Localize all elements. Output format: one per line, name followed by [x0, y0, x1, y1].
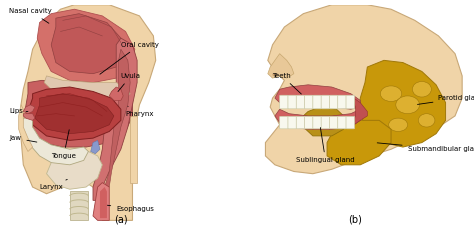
FancyBboxPatch shape: [313, 116, 321, 129]
Polygon shape: [360, 60, 446, 147]
Polygon shape: [46, 149, 102, 189]
Ellipse shape: [380, 86, 402, 102]
Polygon shape: [23, 105, 35, 114]
Text: Sublingual gland: Sublingual gland: [296, 128, 355, 163]
Text: Teeth: Teeth: [273, 73, 301, 94]
Text: Oral cavity: Oral cavity: [100, 42, 159, 74]
Text: Tongue: Tongue: [51, 130, 76, 159]
Ellipse shape: [272, 73, 278, 76]
Ellipse shape: [418, 114, 435, 127]
Polygon shape: [275, 85, 360, 109]
Polygon shape: [303, 107, 346, 136]
Polygon shape: [130, 116, 137, 183]
FancyBboxPatch shape: [321, 95, 330, 109]
Polygon shape: [37, 9, 135, 83]
FancyBboxPatch shape: [313, 95, 321, 109]
Polygon shape: [44, 76, 130, 98]
Ellipse shape: [389, 118, 408, 131]
Text: (b): (b): [348, 215, 363, 225]
Text: Larynx: Larynx: [39, 179, 67, 190]
Text: Parotid gland: Parotid gland: [418, 95, 474, 104]
FancyBboxPatch shape: [296, 95, 305, 109]
Polygon shape: [21, 116, 88, 165]
Polygon shape: [351, 96, 367, 127]
Ellipse shape: [412, 81, 431, 97]
Polygon shape: [93, 183, 109, 220]
Polygon shape: [26, 80, 132, 147]
FancyBboxPatch shape: [329, 116, 338, 129]
Text: (a): (a): [114, 215, 128, 225]
FancyBboxPatch shape: [337, 95, 346, 109]
Polygon shape: [21, 5, 155, 220]
Polygon shape: [93, 38, 137, 200]
FancyBboxPatch shape: [321, 116, 330, 129]
Text: Lips: Lips: [9, 109, 28, 114]
Polygon shape: [275, 109, 360, 129]
FancyBboxPatch shape: [280, 95, 288, 109]
Polygon shape: [91, 140, 100, 154]
Polygon shape: [105, 49, 130, 187]
FancyBboxPatch shape: [346, 116, 355, 129]
FancyBboxPatch shape: [288, 95, 297, 109]
Text: Nasal cavity: Nasal cavity: [9, 8, 52, 23]
FancyBboxPatch shape: [304, 116, 313, 129]
FancyBboxPatch shape: [337, 116, 346, 129]
Text: Submandibular gland: Submandibular gland: [377, 143, 474, 152]
FancyBboxPatch shape: [296, 116, 305, 129]
Polygon shape: [70, 191, 88, 220]
Polygon shape: [18, 105, 33, 152]
FancyBboxPatch shape: [280, 116, 288, 129]
Polygon shape: [35, 94, 114, 134]
Polygon shape: [268, 54, 294, 78]
Text: Pharynx: Pharynx: [126, 106, 154, 117]
Polygon shape: [109, 87, 123, 100]
Polygon shape: [327, 120, 391, 165]
Ellipse shape: [396, 96, 419, 114]
Polygon shape: [23, 114, 35, 120]
Polygon shape: [265, 5, 462, 174]
Text: Esophagus: Esophagus: [107, 205, 154, 212]
Polygon shape: [100, 187, 107, 218]
FancyBboxPatch shape: [304, 95, 313, 109]
Polygon shape: [28, 87, 121, 140]
Polygon shape: [51, 14, 126, 74]
FancyBboxPatch shape: [346, 95, 355, 109]
FancyBboxPatch shape: [288, 116, 297, 129]
FancyBboxPatch shape: [329, 95, 338, 109]
Text: Uvula: Uvula: [118, 73, 141, 92]
Text: Jaw: Jaw: [9, 135, 37, 142]
